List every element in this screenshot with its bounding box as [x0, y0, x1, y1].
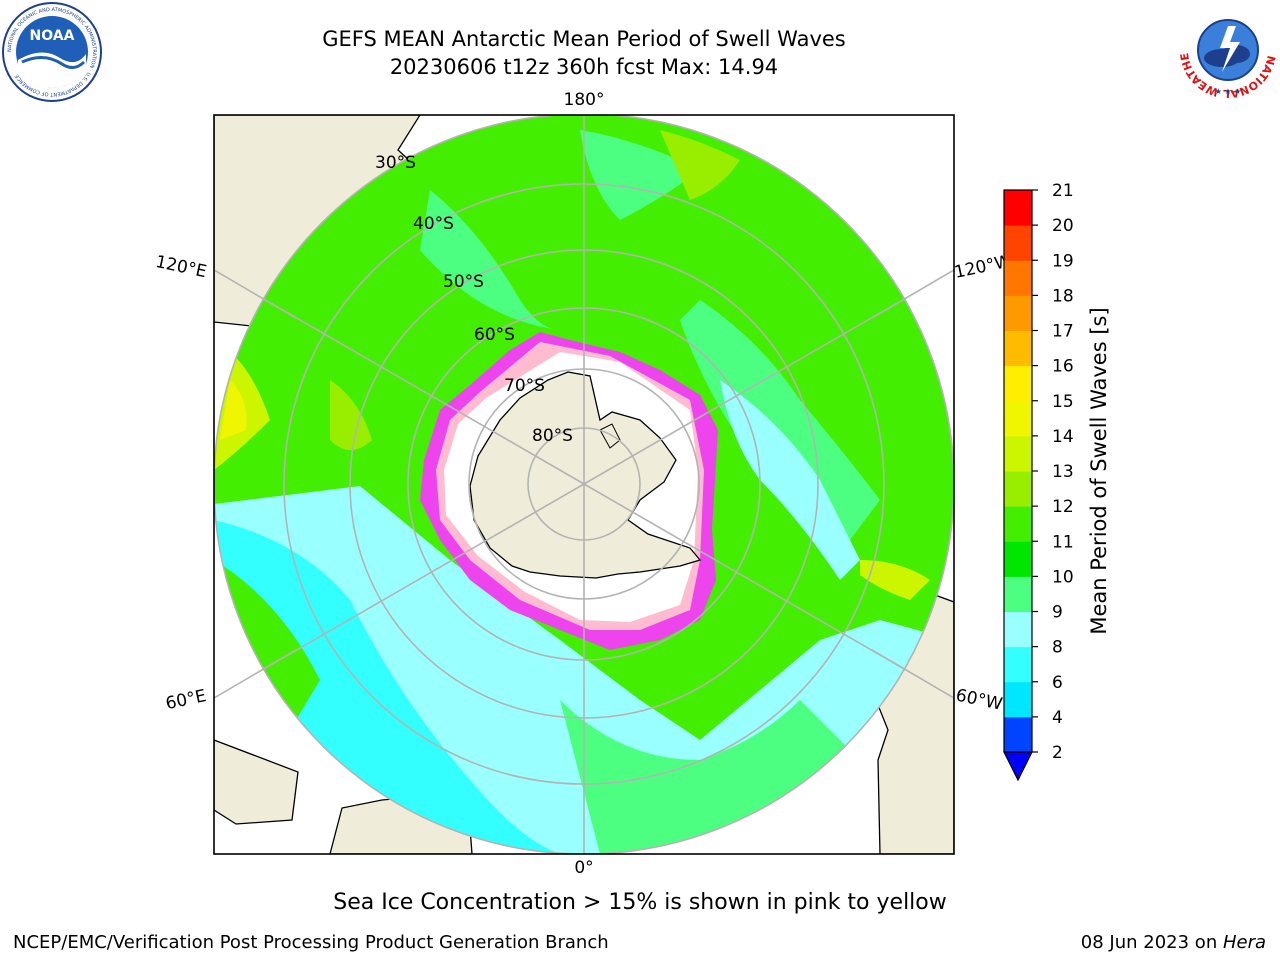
- colorbar-extend-arrow: [1003, 751, 1033, 782]
- colorbar-segment: [1004, 295, 1032, 331]
- nws-logo-icon: NATIONAL WEATHER SERVICE ★ ★ ★: [1178, 2, 1278, 98]
- footer-host: Hera: [1222, 932, 1266, 953]
- lat-label-40s: 40°S: [413, 214, 454, 234]
- colorbar-tick-label: 14: [1052, 427, 1074, 447]
- map-area: [214, 115, 954, 854]
- antarctica-land: [469, 371, 702, 579]
- colorbar-tick-label: 2: [1052, 743, 1063, 763]
- colorbar-segment: [1004, 225, 1032, 261]
- lat-label-60s: 60°S: [474, 325, 515, 345]
- colorbar-segment: [1004, 541, 1032, 577]
- lon-label-180: 180°: [564, 90, 605, 110]
- colorbar-tick-label: 12: [1052, 497, 1074, 517]
- colorbar-tick-label: 20: [1052, 216, 1074, 236]
- colorbar-segment: [1004, 365, 1032, 402]
- colorbar-tick-label: 9: [1052, 603, 1063, 623]
- colorbar-segment: [1004, 471, 1032, 507]
- colorbar-label: Mean Period of Swell Waves [s]: [1087, 307, 1111, 634]
- latitude-labels: 30°S 40°S 50°S 60°S 70°S 80°S: [375, 153, 573, 446]
- lat-label-70s: 70°S: [504, 376, 545, 396]
- lat-label-50s: 50°S: [443, 272, 484, 292]
- chart-subtitle: 20230606 t12z 360h fcst Max: 14.94: [389, 55, 779, 79]
- colorbar-tick-label: 10: [1052, 567, 1074, 587]
- graticule: [214, 115, 954, 854]
- colorbar-tick-label: 17: [1052, 322, 1074, 342]
- colorbar-segment: [1004, 400, 1032, 437]
- colorbar-tick-label: 13: [1052, 462, 1074, 482]
- footer-date: 08 Jun 2023 on Hera: [1081, 932, 1266, 953]
- colorbar: 2 4 6 8 9 10 11 12 13 14 15 16 17 18 19 20 21: [1003, 181, 1074, 782]
- colorbar-segment: [1004, 506, 1032, 542]
- lon-label-0: 0°: [574, 858, 593, 878]
- colorbar-segment: [1004, 716, 1032, 753]
- lat-label-30s: 30°S: [375, 153, 416, 173]
- colorbar-segment: [1004, 260, 1032, 296]
- colorbar-segment: [1004, 435, 1032, 472]
- footer-date-text: 08 Jun 2023 on: [1080, 932, 1223, 953]
- colorbar-segment: [1004, 646, 1032, 683]
- lon-label-60w: 60°W: [954, 685, 1004, 714]
- colorbar-tick-label: 4: [1052, 708, 1063, 728]
- colorbar-segment: [1004, 611, 1032, 648]
- colorbar-segment: [1004, 330, 1032, 367]
- colorbar-tick-label: 19: [1052, 251, 1074, 271]
- chart-title: GEFS MEAN Antarctic Mean Period of Swell…: [322, 27, 846, 51]
- footer-credit: NCEP/EMC/Verification Post Processing Pr…: [13, 932, 609, 953]
- lon-label-60e: 60°E: [164, 686, 208, 714]
- colorbar-tick-label: 6: [1052, 673, 1063, 693]
- colorbar-tick-label: 15: [1052, 392, 1074, 412]
- colorbar-segment: [1004, 681, 1032, 718]
- colorbar-segment: [1004, 190, 1032, 226]
- colorbar-tick-label: 8: [1052, 638, 1063, 658]
- noaa-logo-icon: NOAA NATIONAL OCEANIC AND ATMOSPHERIC AD…: [2, 2, 102, 102]
- colorbar-tick-label: 11: [1052, 532, 1074, 552]
- colorbar-tick-label: 21: [1052, 181, 1074, 201]
- lat-label-80s: 80°S: [532, 426, 573, 446]
- colorbar-tick-label: 18: [1052, 286, 1074, 306]
- colorbar-segment: [1004, 576, 1032, 612]
- svg-text:★ ★ ★: ★ ★ ★: [1215, 87, 1242, 96]
- noaa-logo-text: NOAA: [30, 28, 75, 44]
- lon-label-120e: 120°E: [154, 252, 209, 282]
- colorbar-tick-label: 16: [1052, 357, 1074, 377]
- sea-ice-note: Sea Ice Concentration > 15% is shown in …: [333, 890, 947, 915]
- map-frame: [213, 114, 955, 855]
